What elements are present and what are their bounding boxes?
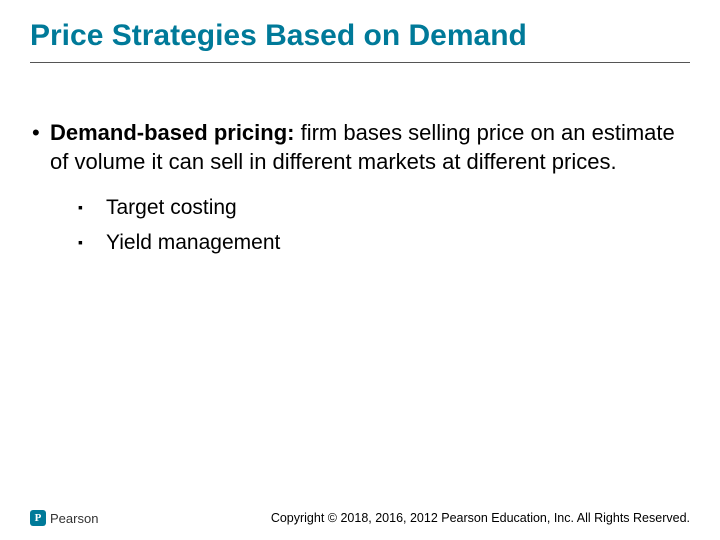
logo-badge-icon: P [30, 510, 46, 526]
bullet-bold-lead: Demand-based pricing: [50, 120, 294, 145]
sub-bullet-marker: ▪ [78, 229, 106, 256]
bullet-marker: • [30, 119, 50, 148]
body-content: • Demand-based pricing: firm bases selli… [30, 119, 690, 257]
title-underline [30, 62, 690, 63]
sub-bullet-marker: ▪ [78, 194, 106, 221]
footer: P Pearson Copyright © 2018, 2016, 2012 P… [0, 510, 720, 526]
sub-bullet-item: ▪ Target costing [78, 194, 690, 222]
brand-logo: P Pearson [30, 510, 98, 526]
slide: Price Strategies Based on Demand • Deman… [0, 0, 720, 540]
sub-bullet-text: Target costing [106, 194, 237, 222]
sub-bullet-item: ▪ Yield management [78, 229, 690, 257]
copyright-text: Copyright © 2018, 2016, 2012 Pearson Edu… [271, 511, 690, 525]
sub-bullet-list: ▪ Target costing ▪ Yield management [78, 194, 690, 257]
sub-bullet-text: Yield management [106, 229, 280, 257]
logo-brand-text: Pearson [50, 511, 98, 526]
slide-title: Price Strategies Based on Demand [30, 18, 690, 54]
bullet-text: Demand-based pricing: firm bases selling… [50, 119, 690, 176]
bullet-item: • Demand-based pricing: firm bases selli… [30, 119, 690, 176]
